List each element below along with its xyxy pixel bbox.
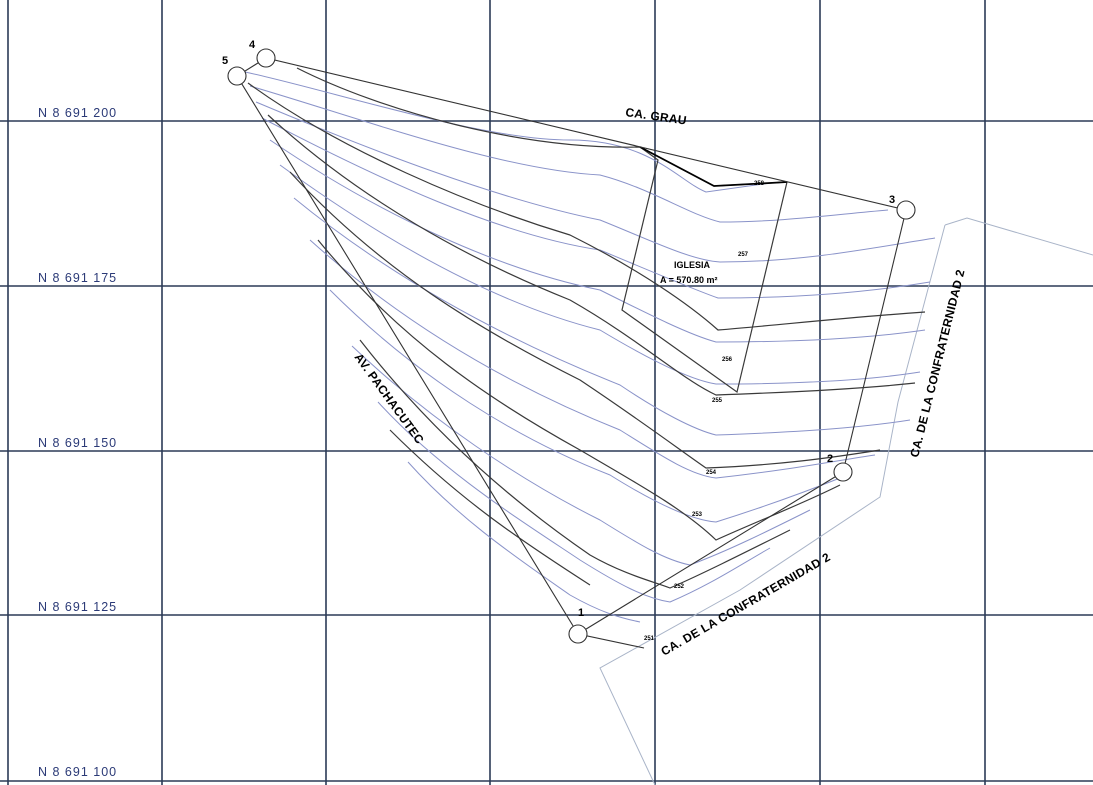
contour-label: 255 — [712, 398, 723, 404]
contour-label: 258 — [754, 181, 765, 187]
vertex-1-circle — [568, 624, 588, 644]
contour-lines-intermediate — [244, 71, 936, 623]
street-name-confraternidad-east: CA. DE LA CONFRATERNIDAD 2 — [907, 268, 967, 459]
vertex-2-circle — [833, 462, 853, 482]
church-building — [621, 146, 788, 394]
vertex-5-circle — [227, 66, 247, 86]
contour-label: 253 — [692, 512, 703, 518]
contour-label: 252 — [674, 584, 685, 590]
street-name-confraternidad-south: CA. DE LA CONFRATERNIDAD 2 — [659, 550, 833, 659]
vertex-markers: 1 2 3 4 5 — [222, 39, 916, 644]
contour-label: 251 — [644, 636, 655, 642]
vertex-label: 1 — [578, 607, 584, 619]
vertex-label: 5 — [222, 55, 228, 67]
contour-label: 257 — [738, 252, 749, 258]
northing-label: N 8 691 150 — [38, 436, 117, 450]
street-edges — [599, 217, 1093, 785]
contour-lines-index — [247, 67, 926, 589]
vertex-3-circle — [896, 200, 916, 220]
contour-label: 256 — [722, 357, 733, 363]
church-label: IGLESIA A = 570.80 m² — [660, 260, 717, 285]
vertex-label: 2 — [827, 453, 833, 465]
vertex-4-circle — [256, 48, 276, 68]
northing-label: N 8 691 125 — [38, 600, 117, 614]
lot-boundary — [236, 57, 907, 649]
northing-label: N 8 691 200 — [38, 106, 117, 120]
church-name: IGLESIA — [674, 260, 711, 270]
vertex-label: 3 — [889, 194, 895, 206]
church-area: A = 570.80 m² — [660, 275, 717, 285]
contour-labels: 258 257 256 255 254 253 252 251 — [644, 181, 765, 642]
northing-label: N 8 691 175 — [38, 271, 117, 285]
northing-labels: N 8 691 200 N 8 691 175 N 8 691 150 N 8 … — [38, 106, 117, 779]
street-name-grau: CA. GRAU — [625, 105, 688, 127]
street-names: CA. GRAU AV. PACHACUTEC CA. DE LA CONFRA… — [352, 105, 968, 658]
northing-label: N 8 691 100 — [38, 765, 117, 779]
vertex-label: 4 — [249, 39, 256, 51]
contour-label: 254 — [706, 470, 717, 476]
